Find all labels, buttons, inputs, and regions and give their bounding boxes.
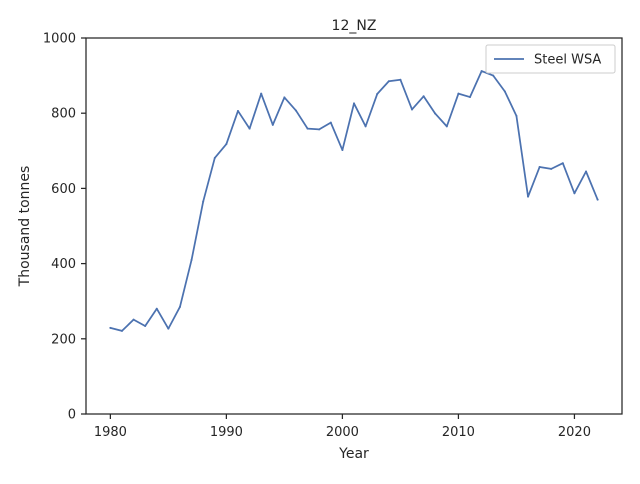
x-tick-label: 2020 — [558, 425, 591, 440]
x-tick-label: 2010 — [442, 425, 475, 440]
y-axis-ticks: 0 200 400 600 800 1000 — [43, 32, 86, 423]
data-point — [550, 167, 553, 170]
data-point — [306, 127, 309, 130]
data-point — [573, 192, 576, 195]
data-point — [387, 80, 390, 83]
chart-title: 12_NZ — [332, 18, 377, 34]
y-tick-label: 0 — [68, 408, 76, 423]
x-tick-label: 1990 — [210, 425, 243, 440]
data-point — [167, 327, 170, 330]
data-point — [225, 143, 228, 146]
legend-label-steel-wsa: Steel WSA — [534, 53, 601, 68]
data-point — [515, 114, 518, 117]
x-tick-label: 2000 — [326, 425, 359, 440]
data-point — [411, 108, 414, 111]
data-point — [120, 329, 123, 332]
data-point — [341, 149, 344, 152]
legend-box — [485, 44, 616, 74]
data-point — [376, 93, 379, 96]
data-point — [283, 96, 286, 99]
x-axis-ticks: 1980 1990 2000 2010 2020 — [94, 414, 591, 440]
data-point — [236, 109, 239, 112]
data-point — [561, 162, 564, 165]
y-tick-label: 600 — [51, 182, 76, 197]
data-point — [585, 170, 588, 173]
data-point — [353, 102, 355, 105]
data-point — [329, 121, 332, 124]
data-point — [190, 258, 193, 261]
data-point — [202, 200, 205, 203]
legend: Steel WSA — [485, 44, 616, 74]
data-point — [144, 325, 147, 328]
plot-area: 1980 1990 2000 2010 2020 0 200 400 600 800 1000 — [43, 32, 623, 440]
data-point — [527, 195, 530, 198]
data-point — [503, 90, 506, 93]
data-point — [596, 198, 599, 201]
data-point — [318, 128, 321, 131]
data-point — [132, 318, 135, 321]
data-point — [469, 96, 472, 99]
data-point — [422, 95, 425, 98]
data-point — [213, 156, 216, 159]
data-point — [399, 78, 402, 81]
data-point — [294, 109, 297, 112]
data-point — [457, 92, 460, 95]
data-point — [434, 112, 437, 115]
axes-frame — [85, 37, 623, 415]
data-point — [271, 123, 274, 126]
y-axis-label: Thousand tonnes — [17, 166, 33, 288]
data-point — [480, 70, 483, 73]
data-point — [109, 326, 112, 329]
data-point — [492, 74, 495, 77]
y-tick-label: 400 — [51, 257, 76, 272]
data-point — [155, 307, 158, 310]
x-axis-label: Year — [338, 446, 369, 462]
y-tick-label: 800 — [51, 107, 76, 122]
y-tick-label: 200 — [51, 332, 76, 347]
data-point — [248, 127, 251, 130]
data-point — [364, 125, 367, 128]
data-point — [538, 165, 541, 168]
data-point — [445, 125, 448, 128]
x-tick-label: 1980 — [94, 425, 127, 440]
data-point — [260, 92, 263, 95]
y-tick-label: 1000 — [43, 32, 76, 47]
data-point — [178, 305, 181, 308]
series-points — [109, 70, 599, 332]
